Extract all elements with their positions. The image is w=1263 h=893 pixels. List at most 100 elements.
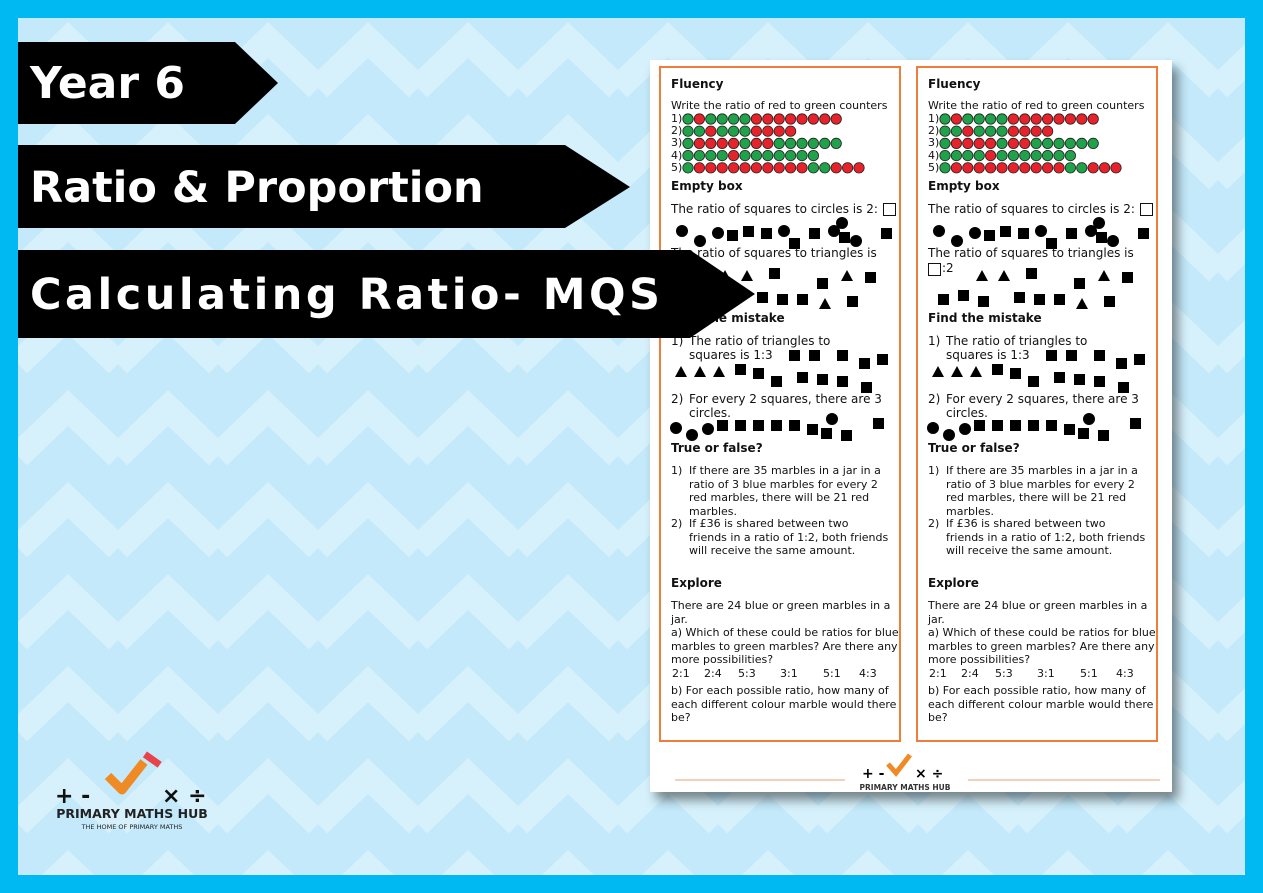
circle-shape — [778, 225, 790, 237]
question: The ratio of squares to circles is 2: — [928, 202, 1135, 216]
counter — [728, 113, 740, 125]
circle-shape — [943, 429, 955, 441]
paragraph: a) Which of these could be ratios for bl… — [671, 626, 899, 666]
counter — [682, 150, 694, 162]
counter — [773, 113, 785, 125]
counter — [682, 125, 694, 137]
counter — [705, 125, 717, 137]
counter — [728, 137, 740, 150]
logo-symbols: + - — [55, 784, 90, 809]
ratio-option: 3:1 — [1037, 667, 1055, 680]
square-shape — [1010, 368, 1021, 379]
square-shape — [1074, 374, 1085, 385]
counter — [1019, 137, 1031, 150]
row-label: 1) — [671, 112, 683, 125]
square-shape — [771, 420, 782, 431]
counter — [950, 137, 963, 150]
square-shape — [717, 420, 728, 431]
square-shape — [1046, 420, 1057, 431]
square-shape — [1098, 430, 1109, 441]
counter — [996, 125, 1008, 137]
logo: + - × ÷ PRIMARY MATHS HUB THE HOME OF PR… — [55, 751, 208, 831]
counter — [796, 137, 808, 150]
counter — [1042, 150, 1054, 162]
instruction: Write the ratio of red to green counters — [928, 99, 1145, 112]
counter — [796, 150, 808, 162]
counter — [973, 162, 985, 174]
answer-box — [883, 203, 896, 216]
triangle-shape — [819, 298, 831, 309]
square-shape — [1046, 238, 1057, 249]
square-shape — [789, 420, 800, 431]
square-shape — [797, 372, 808, 383]
answer-box — [1140, 203, 1153, 216]
square-shape — [1028, 376, 1039, 387]
counter — [716, 150, 728, 162]
square-shape — [847, 296, 858, 307]
triangle-shape — [741, 270, 753, 281]
row-label: 5) — [928, 160, 940, 174]
square-shape — [859, 358, 870, 369]
banner-label: Year 6 — [29, 58, 185, 109]
ratio-option: 4:3 — [859, 667, 877, 680]
counter — [1007, 137, 1020, 150]
counter — [996, 137, 1008, 150]
item-number: 2) — [928, 392, 941, 406]
square-shape — [1078, 428, 1089, 439]
counter — [962, 162, 974, 174]
counter — [807, 113, 819, 125]
statement: If there are 35 marbles in a jar in a ra… — [689, 464, 881, 518]
counter — [1007, 162, 1020, 174]
answer-box — [928, 263, 941, 276]
circle-shape — [959, 423, 971, 435]
ratio-option: 5:1 — [1080, 667, 1098, 680]
statement: If £36 is shared between two friends in … — [946, 517, 1146, 557]
counter — [1087, 137, 1099, 150]
square-shape — [757, 292, 768, 303]
circle-shape — [969, 227, 981, 239]
circle-shape — [676, 225, 688, 237]
logo-tagline: THE HOME OF PRIMARY MATHS — [81, 823, 183, 831]
counter — [1053, 150, 1065, 162]
circle-shape — [1083, 413, 1095, 425]
counter — [716, 125, 728, 137]
square-shape — [984, 230, 995, 241]
square-shape — [1104, 296, 1115, 307]
counter — [819, 137, 831, 150]
triangle-shape — [970, 366, 982, 377]
square-shape — [1116, 358, 1127, 369]
circle-shape — [702, 423, 714, 435]
square-shape — [861, 382, 872, 393]
counter — [819, 113, 831, 125]
section-heading: Empty box — [928, 179, 1000, 193]
counter — [1007, 113, 1020, 125]
counter — [705, 150, 717, 162]
square-shape — [841, 430, 852, 441]
counter — [773, 162, 785, 174]
square-shape — [1034, 294, 1045, 305]
question: :2 — [942, 261, 954, 275]
triangle-shape — [1098, 270, 1110, 281]
paragraph: There are 24 blue or green marbles in a … — [928, 599, 1148, 626]
worksheet-footer: + - × ÷ PRIMARY MATHS HUB — [675, 753, 1160, 792]
square-shape — [753, 420, 764, 431]
square-shape — [837, 376, 848, 387]
counter — [830, 113, 842, 125]
counter — [985, 113, 997, 125]
square-shape — [735, 420, 746, 431]
triangle-shape — [713, 366, 725, 377]
counter — [750, 150, 763, 162]
square-shape — [807, 424, 818, 435]
row-label: 5) — [671, 160, 683, 174]
counter — [739, 162, 751, 174]
square-shape — [735, 364, 746, 375]
ratio-option: 2:1 — [672, 667, 690, 680]
counter — [939, 137, 951, 150]
square-shape — [974, 420, 985, 431]
triangle-shape — [932, 366, 944, 377]
counter — [785, 137, 797, 150]
square-shape — [1054, 372, 1065, 383]
square-shape — [837, 350, 848, 361]
ratio-option: 5:3 — [995, 667, 1013, 680]
